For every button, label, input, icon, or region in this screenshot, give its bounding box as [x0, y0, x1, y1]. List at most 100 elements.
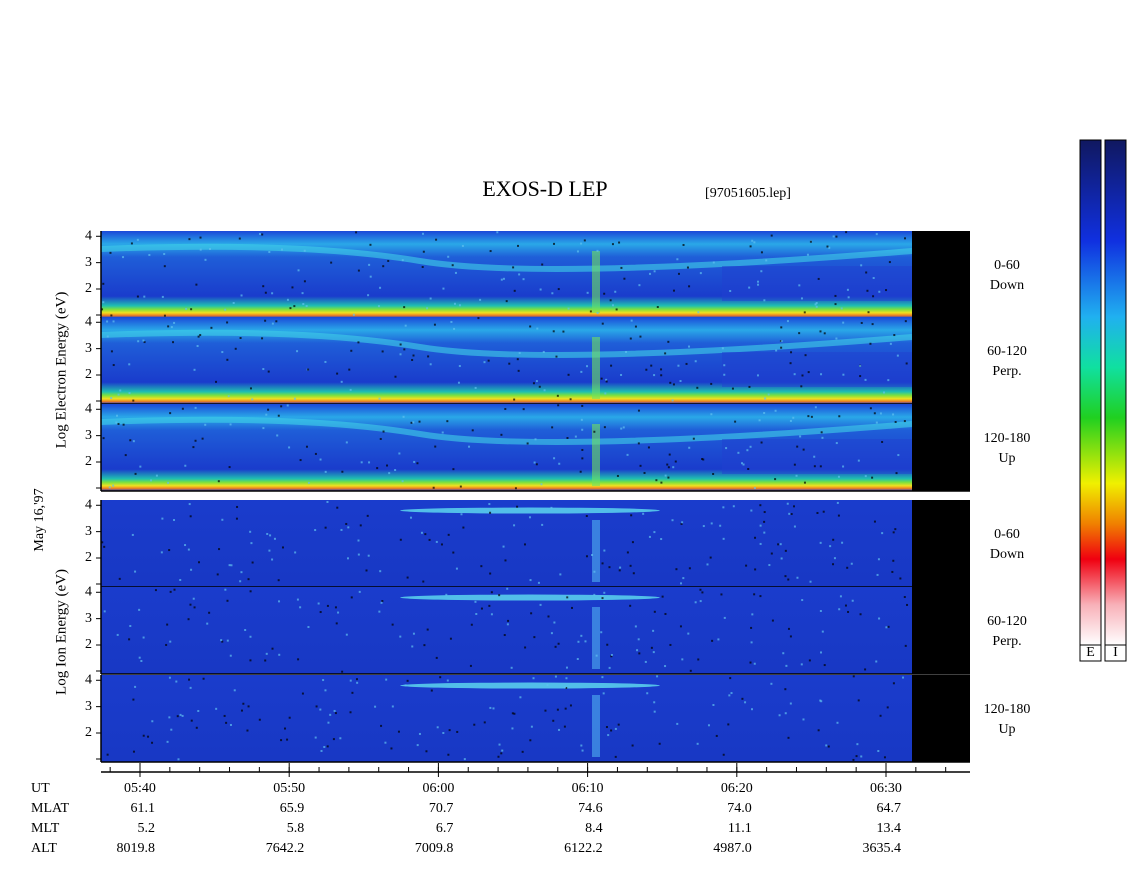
- speckle: [356, 681, 359, 684]
- speckle: [559, 573, 562, 576]
- speckle: [284, 727, 287, 730]
- speckle: [142, 636, 145, 639]
- speckle: [190, 568, 193, 571]
- speckle: [175, 680, 178, 683]
- speckle: [106, 320, 109, 323]
- speckle: [179, 713, 182, 716]
- speckle: [872, 277, 875, 280]
- speckle: [618, 569, 621, 572]
- speckle: [875, 421, 878, 424]
- speckle: [826, 245, 829, 248]
- direction-label: Perp.: [992, 634, 1021, 649]
- orbit-value: 5.2: [138, 821, 156, 836]
- speckle: [112, 364, 115, 367]
- speckle: [314, 452, 317, 455]
- speckle: [346, 557, 349, 560]
- y-tick-label: 4: [85, 584, 92, 599]
- y-tick-label: 2: [85, 454, 92, 469]
- speckle: [262, 368, 265, 371]
- speckle: [694, 601, 697, 604]
- speckle: [672, 383, 675, 386]
- speckle: [280, 739, 283, 742]
- speckle: [788, 512, 791, 515]
- speckle: [630, 319, 633, 322]
- speckle: [416, 462, 419, 465]
- speckle: [535, 463, 538, 466]
- speckle: [188, 503, 191, 506]
- speckle: [601, 676, 604, 679]
- speckle: [132, 399, 135, 402]
- speckle: [696, 386, 699, 389]
- speckle: [664, 352, 667, 355]
- direction-label: Perp.: [992, 364, 1021, 379]
- speckle: [723, 364, 726, 367]
- speckle: [399, 635, 402, 638]
- speckle: [286, 738, 289, 741]
- speckle: [746, 449, 749, 452]
- speckle: [780, 346, 783, 349]
- speckle: [278, 653, 281, 656]
- speckle: [168, 676, 171, 679]
- speckle: [792, 416, 795, 419]
- speckle: [596, 312, 599, 315]
- speckle: [247, 705, 250, 708]
- band: [722, 352, 912, 387]
- speckle: [748, 286, 751, 289]
- speckle: [334, 712, 337, 715]
- speckle: [404, 684, 407, 687]
- speckle: [221, 351, 224, 354]
- speckle: [220, 639, 223, 642]
- speckle: [760, 441, 763, 444]
- speckle: [110, 350, 113, 353]
- speckle: [631, 541, 634, 544]
- no-data: [912, 587, 970, 674]
- speckle: [435, 540, 438, 543]
- file-name: [97051605.lep]: [705, 186, 791, 201]
- speckle: [122, 256, 125, 259]
- speckle: [789, 635, 792, 638]
- speckle: [658, 742, 661, 745]
- speckle: [784, 549, 787, 552]
- speckle: [576, 658, 579, 661]
- speckle: [681, 521, 684, 524]
- speckle: [707, 724, 710, 727]
- speckle: [474, 600, 477, 603]
- speckle: [319, 611, 322, 614]
- speckle: [685, 362, 688, 365]
- speckle: [224, 308, 227, 311]
- speckle: [433, 323, 436, 326]
- speckle: [176, 715, 179, 718]
- speckle: [547, 615, 550, 618]
- speckle: [692, 437, 695, 440]
- y-tick-label: 3: [85, 699, 92, 714]
- speckle: [332, 738, 335, 741]
- speckle: [301, 292, 304, 295]
- speckle: [623, 277, 626, 280]
- speckle: [660, 374, 663, 377]
- speckle: [425, 750, 428, 753]
- speckle: [303, 249, 306, 252]
- speckle: [636, 649, 639, 652]
- spectrogram: [101, 500, 912, 587]
- speckle: [518, 273, 521, 276]
- speckle: [595, 654, 598, 657]
- speckle: [449, 637, 452, 640]
- speckle: [208, 611, 211, 614]
- speckle: [734, 420, 737, 423]
- speckle: [887, 625, 890, 628]
- speckle: [637, 409, 640, 412]
- speckle: [129, 625, 132, 628]
- speckle: [210, 326, 213, 329]
- speckle: [185, 307, 188, 310]
- speckle: [529, 579, 532, 582]
- speckle: [723, 616, 726, 619]
- speckle: [511, 712, 514, 715]
- y-tick-label: 4: [85, 497, 92, 512]
- speckle: [177, 758, 180, 761]
- feature: [592, 251, 600, 313]
- speckle: [867, 311, 870, 314]
- speckle: [603, 426, 606, 429]
- speckle: [603, 292, 606, 295]
- speckle: [498, 743, 501, 746]
